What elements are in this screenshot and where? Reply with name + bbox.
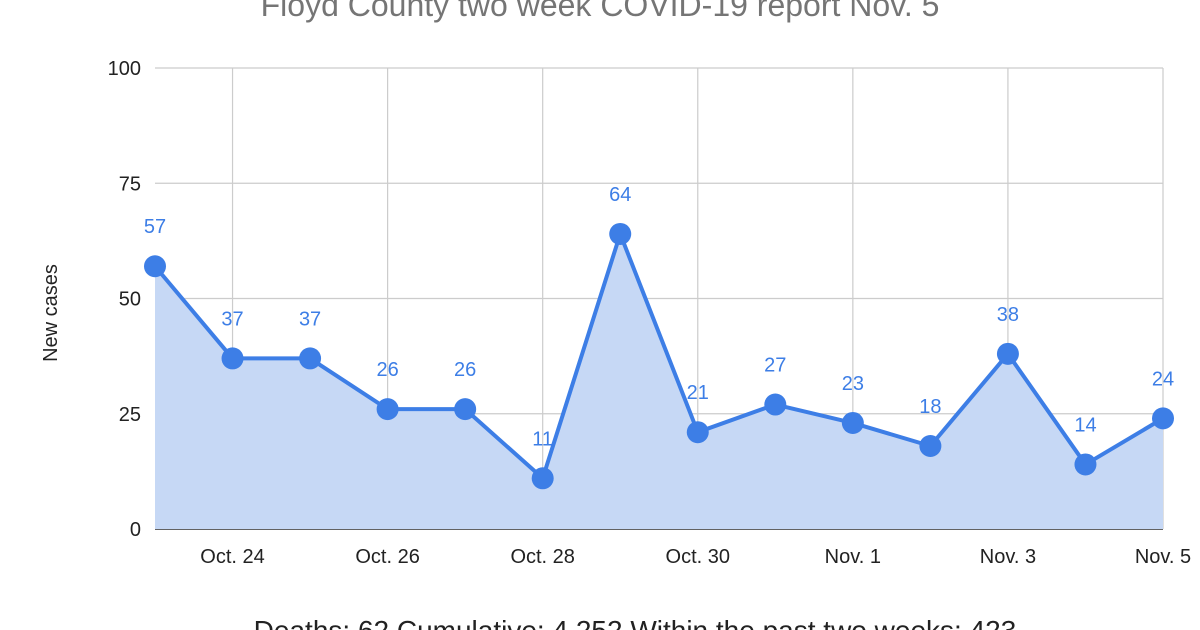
x-tick-label: Oct. 30 xyxy=(666,546,730,568)
y-tick-label: 75 xyxy=(119,173,141,195)
data-label: 11 xyxy=(532,428,553,450)
area-layer xyxy=(155,233,1163,529)
data-point xyxy=(454,398,477,421)
data-point xyxy=(299,347,322,370)
ticks-layer: 0 25 50 75 100 Oct. 24 Oct. 26 Oct. 28 Oct. 30 No… xyxy=(108,58,1192,568)
y-tick-label: 0 xyxy=(130,519,141,541)
data-label: 24 xyxy=(1152,368,1174,390)
data-point xyxy=(919,435,942,458)
x-tick-label: Nov. 5 xyxy=(1135,546,1191,568)
points-layer xyxy=(144,222,1174,490)
y-tick-label: 100 xyxy=(108,58,141,80)
x-tick-label: Oct. 28 xyxy=(510,546,574,568)
data-point xyxy=(686,421,709,444)
chart-title: Floyd County two week COVID-19 report No… xyxy=(261,0,940,23)
line-layer xyxy=(153,231,1165,481)
data-point xyxy=(1074,453,1097,476)
data-point xyxy=(144,255,166,278)
footer-summary: Deaths: 62 Cumulative: 4,252 Within the … xyxy=(254,615,1017,630)
data-point xyxy=(1152,407,1174,430)
y-axis-label: New cases xyxy=(40,264,62,362)
data-label: 23 xyxy=(842,373,864,395)
data-point xyxy=(376,398,399,421)
data-label: 18 xyxy=(919,396,941,418)
data-point xyxy=(841,411,864,434)
data-point xyxy=(996,342,1019,365)
x-tick-label: Nov. 3 xyxy=(980,546,1036,568)
data-label: 27 xyxy=(764,355,786,377)
series-area xyxy=(155,233,1163,529)
x-tick-label: Oct. 24 xyxy=(200,546,264,568)
data-point xyxy=(609,222,632,245)
data-label: 26 xyxy=(454,359,476,381)
data-label: 38 xyxy=(997,304,1019,326)
labels-layer: 57 37 37 26 26 11 64 21 27 23 18 38 14 24 xyxy=(144,184,1174,450)
series-line xyxy=(153,231,1165,481)
data-label: 64 xyxy=(609,184,631,206)
y-tick-label: 50 xyxy=(119,289,141,311)
data-label: 26 xyxy=(376,359,398,381)
data-label: 37 xyxy=(299,308,321,330)
data-label: 37 xyxy=(221,308,243,330)
y-tick-label: 25 xyxy=(119,404,141,426)
data-label: 57 xyxy=(144,216,166,238)
data-label: 14 xyxy=(1074,414,1096,436)
x-tick-label: Nov. 1 xyxy=(825,546,881,568)
data-point xyxy=(531,467,554,490)
data-label: 21 xyxy=(687,382,709,404)
x-tick-label: Oct. 26 xyxy=(355,546,419,568)
data-point xyxy=(764,393,787,416)
data-point xyxy=(221,347,244,370)
